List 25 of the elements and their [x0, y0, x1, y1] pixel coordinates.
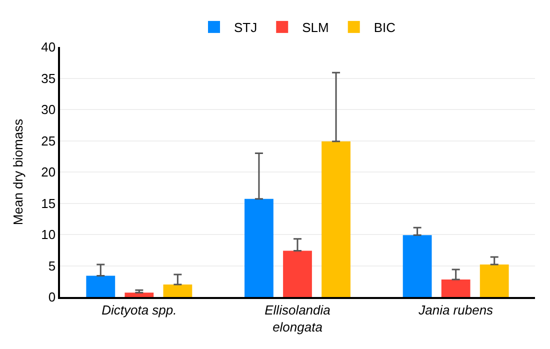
bar	[86, 276, 116, 297]
bar	[480, 264, 509, 297]
y-tick-label: 35	[41, 70, 56, 86]
bar	[163, 284, 192, 297]
y-tick-label: 5	[48, 258, 56, 274]
bar	[283, 250, 312, 297]
x-tick-label: Dictyota spp.	[102, 302, 177, 318]
legend-label: SLM	[302, 20, 329, 36]
bar	[124, 292, 154, 297]
y-tick-label: 10	[41, 227, 56, 242]
legend-label: STJ	[234, 20, 258, 36]
y-tick-label: 20	[41, 164, 56, 180]
bar	[441, 280, 470, 297]
x-tick-label: Ellisolandia elongata	[264, 302, 330, 334]
y-tick-label: 30	[41, 102, 56, 118]
bar	[244, 198, 274, 297]
y-tick-label: 0	[48, 290, 56, 305]
y-axis-title: Mean dry biomass	[10, 118, 26, 226]
x-tick-label: Jania rubens	[418, 302, 494, 318]
bar	[402, 235, 432, 297]
y-tick-label: 15	[41, 196, 56, 211]
bar	[322, 141, 350, 297]
y-tick-label: 40	[41, 40, 56, 55]
y-tick-label: 25	[41, 133, 56, 148]
legend-label: BIC	[374, 20, 396, 36]
